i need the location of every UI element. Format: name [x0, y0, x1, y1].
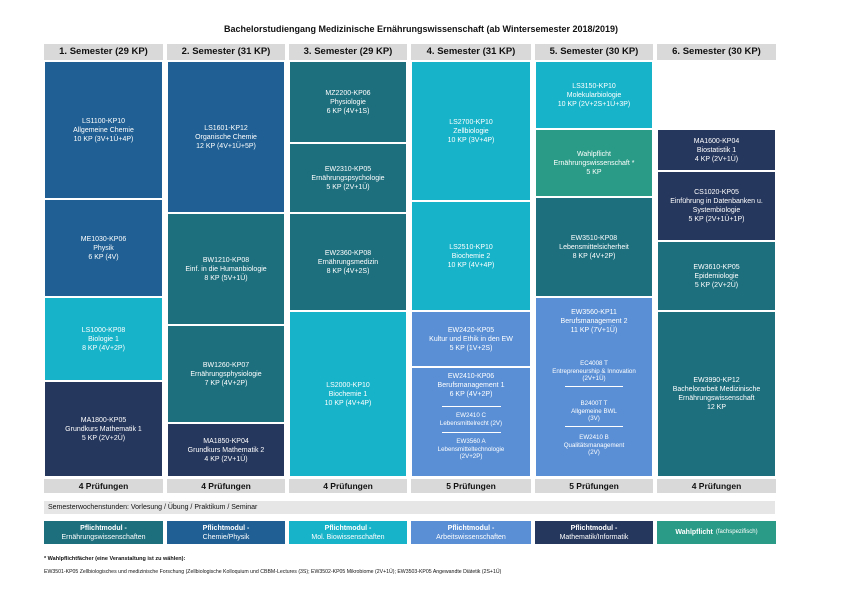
footnote-text: EW3501-KP05 Zellbiologisches und medizin…	[44, 569, 502, 575]
semester-column-5: LS3150-KP10 Molekularbiologie 10 KP (2V+2S…	[535, 61, 653, 477]
legend-arbeit: Pflichtmodul - Arbeitswissenschaften	[411, 521, 531, 544]
module-ls1601: LS1601-KP12 Organische Chemie 12 KP (4V+1Ü…	[167, 61, 285, 213]
semester-header-3: 3. Semester (29 KP)	[289, 44, 407, 60]
module-ew3560: EW3560-KP11 Berufsmanagement 2 11 KP (7V+1…	[535, 297, 653, 477]
module-wahlpflicht: Wahlpflicht Ernährungswissenschaft * 5 KP	[535, 129, 653, 197]
submodule-b2400t: B2400T T Allgemeine BWL (3V)	[571, 400, 617, 422]
legend-mol: Pflichtmodul - Mol. Biowissenschaften	[289, 521, 407, 544]
module-me1030: ME1030-KP06 Physik 6 KP (4V)	[44, 199, 163, 297]
module-bw1260: BW1260-KP07 Ernährungsphysiologie 7 KP (4V…	[167, 325, 285, 423]
semester-column-4: LS2700-KP10 Zellbiologie 10 KP (3V+4P) LS2…	[411, 61, 531, 477]
legend-chemie: Pflichtmodul - Chemie/Physik	[167, 521, 285, 544]
module-ls1100: LS1100-KP10 Allgemeine Chemie 10 KP (3V+1Ü…	[44, 61, 163, 199]
semester-column-2: LS1601-KP12 Organische Chemie 12 KP (4V+1Ü…	[167, 61, 285, 477]
module-ls3150: LS3150-KP10 Molekularbiologie 10 KP (2V+2S…	[535, 61, 653, 129]
module-ew3510: EW3510-KP08 Lebensmittelsicherheit 8 KP (4…	[535, 197, 653, 297]
legend-mathe: Pflichtmodul - Mathematik/Informatik	[535, 521, 653, 544]
semester-header-6: 6. Semester (30 KP)	[657, 44, 776, 60]
submodule-ec4008: EC4008 T Entrepreneurship & Innovation (2V…	[552, 360, 636, 382]
divider	[441, 406, 501, 407]
sws-legend: Semesterwochenstunden: Vorlesung / Übung…	[44, 501, 775, 514]
module-ew3610: EW3610-KP05 Epidemiologie 5 KP (2V+2Ü)	[657, 241, 776, 311]
module-ew2360: EW2360-KP08 Ernährungsmedizin 8 KP (4V+2S)	[289, 213, 407, 311]
semester-header-4: 4. Semester (31 KP)	[411, 44, 531, 60]
divider	[565, 426, 623, 427]
module-ls2510: LS2510-KP10 Biochemie 2 10 KP (4V+4P)	[411, 201, 531, 311]
divider	[565, 386, 623, 387]
module-ls2000: LS2000-KP10 Biochemie 1 10 KP (4V+4P)	[289, 311, 407, 477]
module-ew2420: EW2420-KP05 Kultur und Ethik in den EW 5 K…	[411, 311, 531, 367]
submodule-ew3560a: EW3560 A Lebensmitteltechnologie (2V+2P)	[437, 438, 505, 460]
module-cs1020: CS1020-KP05 Einführung in Datenbanken u. S…	[657, 171, 776, 241]
module-ew3990: EW3990-KP12 Bachelorarbeit Medizinische Er…	[657, 311, 776, 477]
exam-count-5: 5 Prüfungen	[535, 479, 653, 493]
legend-wahlpflicht: Wahlpflicht (fachspezifisch)	[657, 521, 776, 544]
module-mz2200: MZ2200-KP06 Physiologie 6 KP (4V+1S)	[289, 61, 407, 143]
exam-count-4: 5 Prüfungen	[411, 479, 531, 493]
exam-count-2: 4 Prüfungen	[167, 479, 285, 493]
semester-column-3: MZ2200-KP06 Physiologie 6 KP (4V+1S) EW231…	[289, 61, 407, 477]
module-ew2310: EW2310-KP05 Ernährungspsychologie 5 KP (2V…	[289, 143, 407, 213]
divider	[441, 432, 501, 433]
page-title: Bachelorstudiengang Medizinische Ernähru…	[223, 24, 619, 34]
submodule-ew2410b: EW2410 B Qualitätsmanagement (2V)	[563, 434, 625, 456]
exam-count-1: 4 Prüfungen	[44, 479, 163, 493]
semester-header-1: 1. Semester (29 KP)	[44, 44, 163, 60]
semester-column-1: LS1100-KP10 Allgemeine Chemie 10 KP (3V+1Ü…	[44, 61, 163, 477]
legend-ernaehrung: Pflichtmodul - Ernährungswissenschaften	[44, 521, 163, 544]
semester-header-2: 2. Semester (31 KP)	[167, 44, 285, 60]
footnote-title: * Wahlpflichtfächer (eine Veranstaltung …	[44, 556, 186, 562]
module-ls2700: LS2700-KP10 Zellbiologie 10 KP (3V+4P)	[411, 61, 531, 201]
exam-count-3: 4 Prüfungen	[289, 479, 407, 493]
submodule-ew2410c: EW2410 C Lebensmittelrecht (2V)	[439, 412, 503, 427]
module-bw1210: BW1210-KP08 Einf. in die Humanbiologie 8 K…	[167, 213, 285, 325]
exam-count-6: 4 Prüfungen	[657, 479, 776, 493]
semester-header-5: 5. Semester (30 KP)	[535, 44, 653, 60]
